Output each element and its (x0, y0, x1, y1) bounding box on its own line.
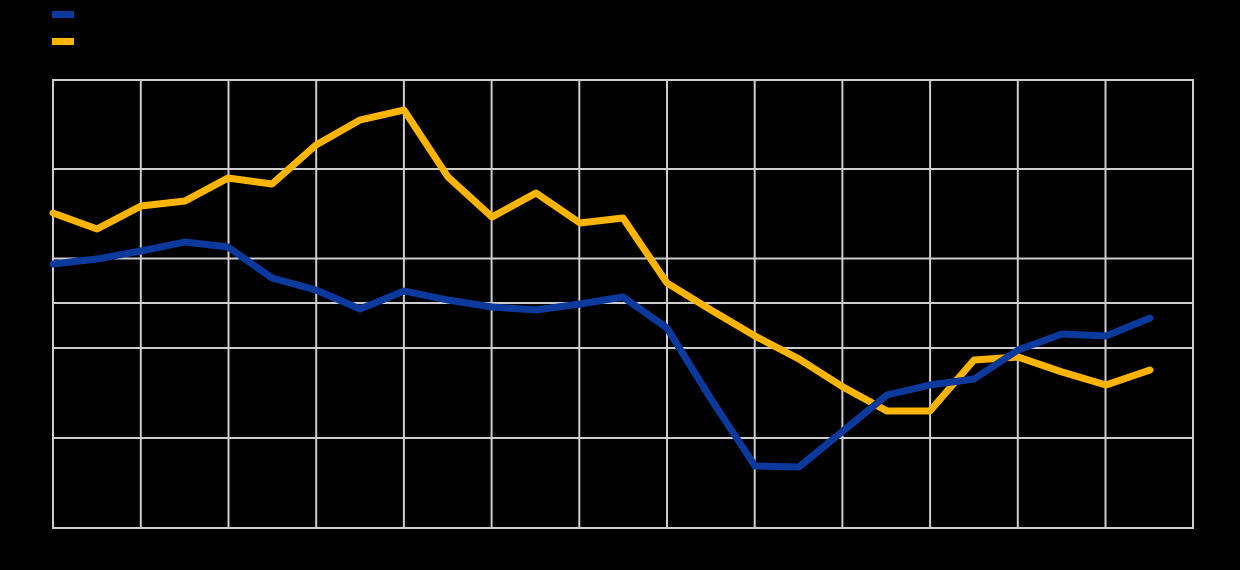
legend-swatch-yellow (52, 38, 74, 45)
legend-item-yellow (52, 38, 84, 45)
series-line-blue (49, 238, 1154, 471)
data-series (49, 106, 1154, 471)
legend-swatch-blue (52, 11, 74, 18)
gridlines (52, 79, 1194, 529)
chart-legend (52, 11, 84, 65)
legend-item-blue (52, 11, 84, 18)
series-line-yellow (49, 106, 1154, 415)
